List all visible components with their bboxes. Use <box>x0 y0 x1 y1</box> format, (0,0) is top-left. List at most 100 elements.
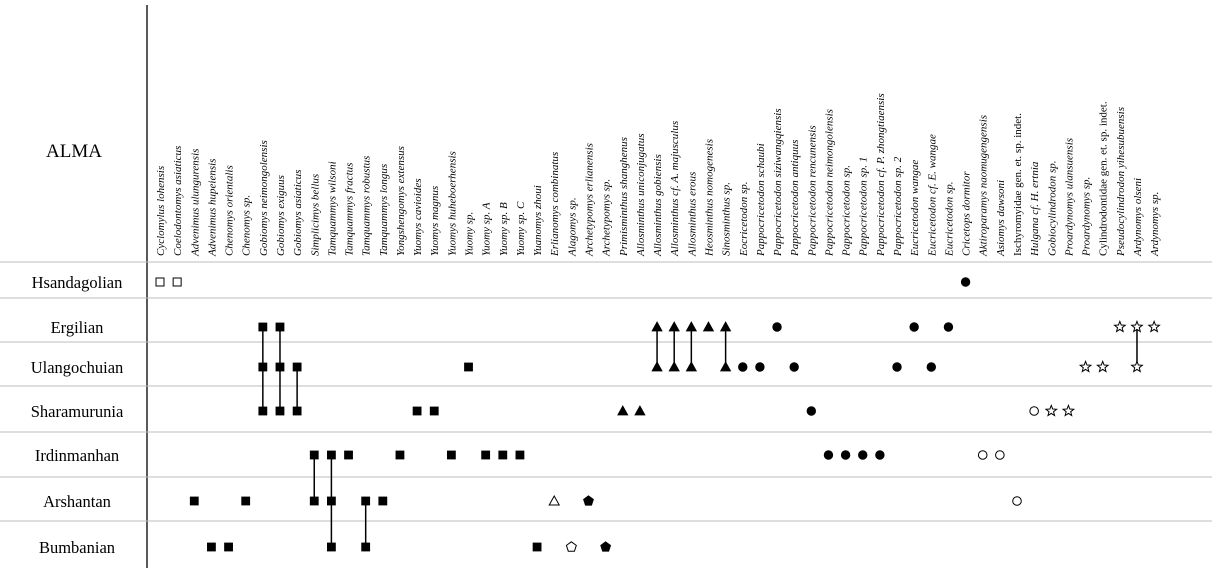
marker-square <box>361 496 371 506</box>
taxon-label: Pseudocylindrodon yihesubuensis <box>1115 107 1127 257</box>
marker-triangle <box>617 405 629 416</box>
marker-square <box>292 406 302 416</box>
taxon-label: Pappocricetodon neimongolensis <box>823 109 835 257</box>
marker-triangle <box>651 361 663 372</box>
marker-circle <box>943 322 954 332</box>
taxon-label: Eucricetodon sp. <box>943 181 955 257</box>
stage-label-irdinmanhan: Irdinmanhan <box>35 446 119 465</box>
marker-square-open <box>172 277 182 287</box>
marker-square <box>361 542 371 552</box>
taxon-label: Pappocricetodon schaubi <box>755 143 767 257</box>
marker-square <box>326 542 336 552</box>
taxon-label: Yuomy sp. <box>464 212 476 256</box>
marker-square <box>429 406 439 416</box>
taxon-label: Aktiroparamys naomugengensis <box>978 115 990 257</box>
taxon-label: Gobiocylindrodon sp. <box>1046 160 1058 256</box>
taxon-label: Tamquammys longus <box>378 164 390 256</box>
taxon-label: Yuomys huheboerhensis <box>446 151 458 256</box>
taxon-label: Eucricetodon cf. E. wangae <box>926 134 938 257</box>
taxon-label: Ardynomys olseni <box>1132 178 1144 257</box>
marker-square <box>326 450 336 460</box>
taxon-label: Gobiomys exiguus <box>275 175 287 256</box>
marker-square <box>258 362 268 372</box>
taxon-label: Cricetops dormitor <box>961 171 973 256</box>
marker-circle-open <box>977 450 988 460</box>
marker-star-open <box>1096 360 1110 373</box>
marker-square <box>189 496 199 506</box>
marker-square <box>275 406 285 416</box>
marker-square <box>258 406 268 416</box>
taxon-label: Yuomys cavioides <box>412 178 424 256</box>
taxon-label: Hulgana cf. H. ertnia <box>1029 161 1041 257</box>
marker-pentagon <box>600 541 612 552</box>
taxon-label: Cylindrodontidae gen. et. sp. indet. <box>1098 101 1110 256</box>
marker-triangle <box>719 321 732 332</box>
taxon-label: Allosminthus cf. A. majusculus <box>669 121 681 257</box>
stage-label-ulangochuian: Ulangochuian <box>31 358 124 377</box>
marker-circle <box>858 450 868 460</box>
taxon-label: Alagomys sp. <box>566 197 578 257</box>
taxon-label: Erlianomys combinatus <box>549 152 561 257</box>
taxon-label: Pappocricetodon antiquus <box>789 140 801 257</box>
marker-square <box>464 362 473 372</box>
taxon-label: Primisminthus shanghenus <box>618 137 630 257</box>
taxon-label: Proardynomys sp. <box>1081 177 1093 257</box>
taxon-label: Tamquammys robustus <box>361 156 373 256</box>
taxon-label: Tamquammys wilsoni <box>326 161 338 256</box>
marker-circle <box>772 322 782 332</box>
marker-square <box>275 362 285 372</box>
taxon-label: Pappocricetodon sp. 2 <box>892 156 904 257</box>
marker-square <box>309 450 319 460</box>
taxon-label: Simplicimys bellus <box>309 174 321 256</box>
taxon-label: Heosminthus nomogenesis <box>703 139 715 257</box>
marker-square <box>344 450 353 460</box>
marker-square-open <box>155 277 165 287</box>
marker-square <box>515 450 525 460</box>
marker-circle <box>892 362 902 372</box>
stage-labels: Hsandagolian Ergilian Ulangochuian Sharamur… <box>31 273 124 557</box>
taxon-label: Advenimus hupeiensis <box>206 159 218 257</box>
taxon-label: Yongshengomys extensus <box>395 146 407 256</box>
marker-square <box>224 542 233 552</box>
marker-square <box>207 542 216 552</box>
occurrence-markers <box>155 277 1161 552</box>
taxon-label: Proardynomys ulansuensis <box>1063 138 1075 257</box>
taxon-label: Asiomys dawsoni <box>995 180 1007 257</box>
taxon-label: Yuomy sp. C <box>515 201 527 256</box>
taxon-label: Eocricetodon sp. <box>738 181 750 257</box>
marker-circle <box>755 362 765 372</box>
marker-square <box>309 496 319 506</box>
marker-triangle <box>685 321 698 332</box>
taxon-label: Archetypomys erlianensis <box>584 143 596 257</box>
header-area: ALMA <box>46 141 102 162</box>
marker-triangle <box>702 321 715 332</box>
marker-star-open <box>1130 320 1144 333</box>
stage-label-bumbanian: Bumbanian <box>39 538 115 557</box>
marker-square <box>395 450 405 460</box>
taxon-label: Ischyromyidae gen. et. sp. indet. <box>1012 113 1024 256</box>
taxon-labels: Cyclomylus lohensis Coelodontomys asiatic… <box>155 93 1161 257</box>
taxon-label: Chenomys sp. <box>241 195 253 256</box>
stage-label-hsandagolian: Hsandagolian <box>32 273 123 292</box>
marker-square <box>241 496 251 506</box>
marker-square <box>481 450 491 460</box>
stage-label-sharamurunia: Sharamurunia <box>31 402 124 421</box>
marker-circle-open <box>995 450 1005 460</box>
marker-circle <box>806 406 817 416</box>
marker-triangle <box>668 321 680 332</box>
marker-triangle-open <box>548 494 561 506</box>
marker-circle <box>738 362 748 372</box>
marker-star-open <box>1061 404 1076 417</box>
grid-lines <box>0 5 1212 568</box>
marker-square <box>498 450 508 460</box>
marker-square <box>412 406 422 416</box>
marker-pentagon <box>583 495 594 506</box>
marker-circle <box>789 362 799 372</box>
marker-square <box>378 496 388 506</box>
taxon-label: Allosminthus uniconjugatus <box>635 133 647 257</box>
marker-circle-open <box>1029 406 1039 416</box>
marker-circle <box>823 450 834 460</box>
stage-label-arshantan: Arshantan <box>43 492 111 511</box>
marker-square <box>446 450 456 460</box>
